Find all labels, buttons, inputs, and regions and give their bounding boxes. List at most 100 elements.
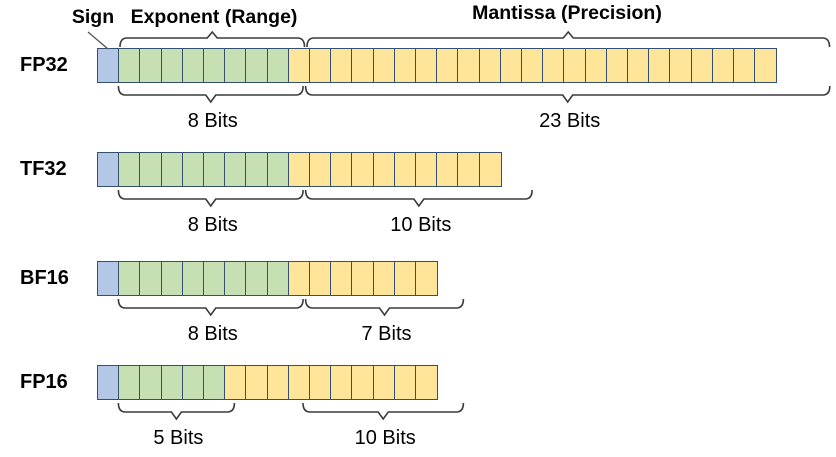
fp32-mantissa-bit-cell [478, 48, 502, 83]
fp16-format-label: FP16 [20, 371, 68, 393]
tf32-mantissa-bit-cell [415, 152, 438, 187]
fp16-exponent-bit-cell [203, 365, 226, 400]
tf32-mantissa-bit-cell [351, 152, 375, 187]
tf32-exponent-bit-cell [245, 152, 269, 187]
tf32-bit-row [97, 152, 502, 187]
bf16-exponent-underbrace [117, 298, 304, 317]
bf16-mantissa-bits-label: 7 Bits [361, 323, 412, 345]
fp16-exponent-bits-label: 5 Bits [153, 427, 204, 449]
bf16-mantissa-bit-cell [415, 261, 438, 296]
tf32-exponent-bit-cell [139, 152, 163, 187]
fp32-mantissa-bit-cell [457, 48, 481, 83]
fp32-mantissa-bits-label: 23 Bits [539, 110, 601, 132]
fp32-exponent-bit-cell [139, 48, 163, 83]
fp32-mantissa-bit-cell [711, 48, 735, 83]
bf16-exponent-bit-cell [139, 261, 163, 296]
bf16-exponent-bit-cell [266, 261, 290, 296]
fp32-exponent-bit-cell [203, 48, 226, 83]
fp32-sign-bit-cell [97, 48, 120, 83]
bf16-mantissa-bit-cell [393, 261, 417, 296]
fp32-exponent-bit-cell [266, 48, 290, 83]
tf32-exponent-bit-cell [224, 152, 248, 187]
sign-connector-line [87, 31, 109, 50]
tf32-exponent-bit-cell [203, 152, 226, 187]
tf32-exponent-bit-cell [160, 152, 184, 187]
tf32-mantissa-bit-cell [330, 152, 354, 187]
fp32-mantissa-bit-cell [754, 48, 778, 83]
fp32-mantissa-bit-cell [627, 48, 650, 83]
bf16-exponent-bit-cell [181, 261, 205, 296]
tf32-mantissa-bit-cell [436, 152, 460, 187]
tf32-format-label: TF32 [20, 158, 67, 180]
bf16-mantissa-bit-cell [309, 261, 332, 296]
fp32-exponent-bit-cell [160, 48, 184, 83]
fp16-bit-row [97, 365, 438, 400]
fp32-format-label: FP32 [20, 54, 68, 76]
fp16-mantissa-bit-cell [245, 365, 269, 400]
fp32-mantissa-bit-cell [669, 48, 693, 83]
fp32-mantissa-bit-cell [499, 48, 523, 83]
mantissa-overbrace [306, 30, 831, 48]
fp16-mantissa-bit-cell [309, 365, 332, 400]
fp32-mantissa-bit-cell [563, 48, 587, 83]
fp16-mantissa-bit-cell [266, 365, 290, 400]
bf16-exponent-bit-cell [224, 261, 248, 296]
bf16-exponent-bit-cell [245, 261, 269, 296]
fp16-mantissa-bit-cell [287, 365, 311, 400]
fp32-mantissa-bit-cell [690, 48, 714, 83]
tf32-sign-bit-cell [97, 152, 120, 187]
tf32-mantissa-bit-cell [478, 152, 502, 187]
fp32-mantissa-bit-cell [584, 48, 608, 83]
fp32-mantissa-bit-cell [351, 48, 375, 83]
fp16-mantissa-bit-cell [393, 365, 417, 400]
tf32-exponent-bits-label: 8 Bits [187, 214, 238, 236]
fp32-mantissa-bit-cell [372, 48, 396, 83]
fp32-exponent-bit-cell [245, 48, 269, 83]
tf32-mantissa-bit-cell [287, 152, 311, 187]
fp16-exponent-bit-cell [118, 365, 142, 400]
bf16-exponent-bits-label: 8 Bits [187, 323, 238, 345]
tf32-mantissa-bit-cell [372, 152, 396, 187]
fp16-mantissa-bits-label: 10 Bits [354, 427, 416, 449]
tf32-exponent-underbrace [117, 189, 304, 208]
fp32-exponent-bit-cell [118, 48, 142, 83]
fp32-mantissa-bit-cell [415, 48, 438, 83]
fp32-mantissa-bit-cell [521, 48, 544, 83]
fp16-exponent-bit-cell [181, 365, 205, 400]
tf32-mantissa-underbrace [304, 189, 533, 208]
fp16-mantissa-bit-cell [372, 365, 396, 400]
bf16-mantissa-bit-cell [351, 261, 375, 296]
exponent-header-label: Exponent (Range) [130, 6, 298, 28]
bf16-mantissa-bit-cell [372, 261, 396, 296]
fp32-mantissa-bit-cell [287, 48, 311, 83]
bf16-exponent-bit-cell [118, 261, 142, 296]
tf32-exponent-bit-cell [266, 152, 290, 187]
tf32-mantissa-bits-label: 10 Bits [390, 214, 452, 236]
bf16-mantissa-underbrace [304, 298, 465, 317]
fp16-mantissa-bit-cell [351, 365, 375, 400]
fp32-mantissa-bit-cell [309, 48, 332, 83]
bf16-mantissa-bit-cell [330, 261, 354, 296]
bf16-format-label: BF16 [20, 267, 69, 289]
fp16-mantissa-bit-cell [415, 365, 438, 400]
fp32-exponent-bit-cell [181, 48, 205, 83]
fp32-mantissa-bit-cell [330, 48, 354, 83]
fp16-exponent-bit-cell [139, 365, 163, 400]
fp32-exponent-bit-cell [224, 48, 248, 83]
fp16-mantissa-bit-cell [330, 365, 354, 400]
fp32-mantissa-bit-cell [605, 48, 629, 83]
fp32-mantissa-bit-cell [733, 48, 756, 83]
sign-header-label: Sign [71, 6, 115, 28]
bf16-mantissa-bit-cell [287, 261, 311, 296]
fp16-sign-bit-cell [97, 365, 120, 400]
fp16-exponent-underbrace [117, 402, 236, 421]
fp32-mantissa-bit-cell [542, 48, 566, 83]
tf32-mantissa-bit-cell [457, 152, 481, 187]
tf32-exponent-bit-cell [118, 152, 142, 187]
bf16-bit-row [97, 261, 438, 296]
bf16-exponent-bit-cell [203, 261, 226, 296]
fp32-mantissa-bit-cell [393, 48, 417, 83]
fp32-mantissa-bit-cell [436, 48, 460, 83]
fp16-mantissa-underbrace [302, 402, 465, 421]
bf16-exponent-bit-cell [160, 261, 184, 296]
